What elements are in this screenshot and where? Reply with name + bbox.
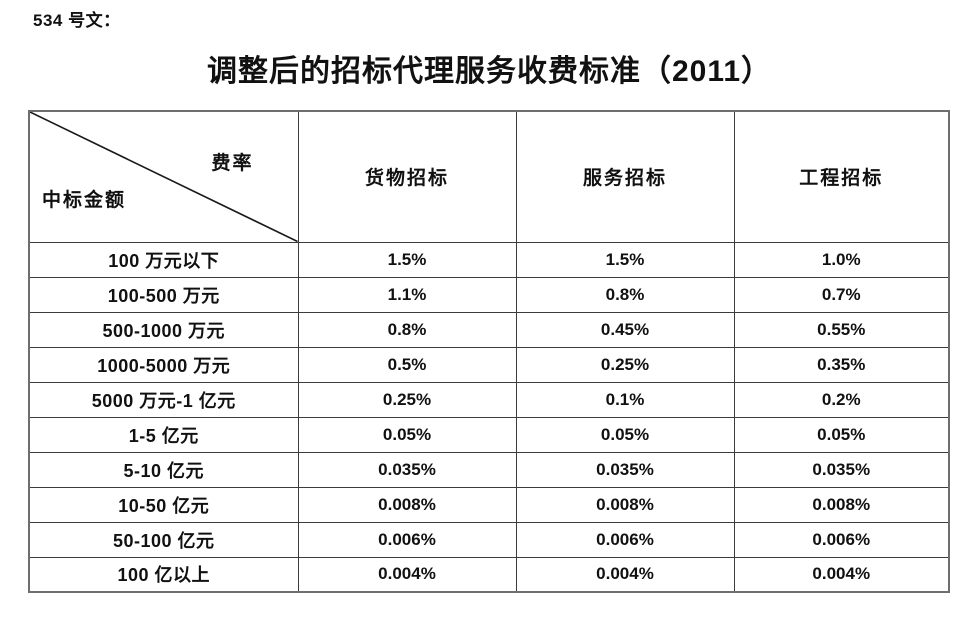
rate-value-engineering: 0.05% <box>733 416 950 453</box>
rate-value-services: 0.8% <box>515 276 735 313</box>
table-row: 10-50 亿元 0.008% 0.008% 0.008% <box>28 486 950 523</box>
column-header-goods: 货物招标 <box>297 110 517 243</box>
rate-value-goods: 0.004% <box>297 556 517 593</box>
row-label-amount-range: 5-10 亿元 <box>28 451 299 488</box>
rate-value-services: 0.008% <box>515 486 735 523</box>
rate-value-goods: 1.5% <box>297 241 517 278</box>
table-row: 100 亿以上 0.004% 0.004% 0.004% <box>28 556 950 593</box>
table-row: 50-100 亿元 0.006% 0.006% 0.006% <box>28 521 950 558</box>
rate-value-services: 0.05% <box>515 416 735 453</box>
rate-value-engineering: 0.55% <box>733 311 950 348</box>
row-label-amount-range: 100 万元以下 <box>28 241 299 278</box>
row-label-amount-range: 100 亿以上 <box>28 556 299 593</box>
rate-value-services: 0.25% <box>515 346 735 383</box>
diagonal-divider-line <box>30 112 298 242</box>
rate-value-services: 0.035% <box>515 451 735 488</box>
page-title: 调整后的招标代理服务收费标准（2011） <box>206 55 773 88</box>
rate-value-engineering: 0.004% <box>733 556 950 593</box>
rate-value-services: 0.004% <box>515 556 735 593</box>
row-label-amount-range: 50-100 亿元 <box>28 521 299 558</box>
table-row: 5-10 亿元 0.035% 0.035% 0.035% <box>28 451 950 488</box>
rate-value-engineering: 0.7% <box>733 276 950 313</box>
rate-value-goods: 1.1% <box>297 276 517 313</box>
rate-value-engineering: 0.035% <box>733 451 950 488</box>
rate-value-goods: 0.035% <box>297 451 517 488</box>
corner-label-bid-amount: 中标金额 <box>42 189 127 211</box>
rate-value-engineering: 0.2% <box>733 381 950 418</box>
table-row: 1-5 亿元 0.05% 0.05% 0.05% <box>28 416 950 453</box>
rate-value-goods: 0.5% <box>297 346 517 383</box>
table-header-row: 费率 中标金额 货物招标 服务招标 工程招标 <box>28 110 950 243</box>
rate-value-engineering: 1.0% <box>733 241 950 278</box>
rate-value-engineering: 0.006% <box>733 521 950 558</box>
rate-value-goods: 0.008% <box>297 486 517 523</box>
rate-value-services: 1.5% <box>515 241 735 278</box>
row-label-amount-range: 5000 万元-1 亿元 <box>28 381 299 418</box>
row-label-amount-range: 100-500 万元 <box>28 276 299 313</box>
row-label-amount-range: 1000-5000 万元 <box>28 346 299 383</box>
rate-value-services: 0.1% <box>515 381 735 418</box>
rate-value-goods: 0.05% <box>297 416 517 453</box>
row-label-amount-range: 10-50 亿元 <box>28 486 299 523</box>
table-row: 500-1000 万元 0.8% 0.45% 0.55% <box>28 311 950 348</box>
column-header-services: 服务招标 <box>515 110 735 243</box>
table-row: 100-500 万元 1.1% 0.8% 0.7% <box>28 276 950 313</box>
rate-value-services: 0.45% <box>515 311 735 348</box>
doc-number: 534 号文： <box>33 11 121 30</box>
fee-rate-table: 费率 中标金额 货物招标 服务招标 工程招标 100 万元以下 1.5% 1.5% 1.0… <box>28 110 950 593</box>
rate-value-goods: 0.25% <box>297 381 517 418</box>
table-row: 1000-5000 万元 0.5% 0.25% 0.35% <box>28 346 950 383</box>
table-body: 100 万元以下 1.5% 1.5% 1.0% 100-500 万元 1.1% 0.8% 0.… <box>28 241 950 593</box>
row-label-amount-range: 1-5 亿元 <box>28 416 299 453</box>
row-label-amount-range: 500-1000 万元 <box>28 311 299 348</box>
corner-label-rate: 费率 <box>211 153 254 174</box>
rate-value-goods: 0.006% <box>297 521 517 558</box>
column-header-engineering: 工程招标 <box>733 110 950 243</box>
rate-value-goods: 0.8% <box>297 311 517 348</box>
rate-value-engineering: 0.35% <box>733 346 950 383</box>
table-row: 100 万元以下 1.5% 1.5% 1.0% <box>28 241 950 278</box>
rate-value-engineering: 0.008% <box>733 486 950 523</box>
corner-cell: 费率 中标金额 <box>28 110 299 243</box>
table-row: 5000 万元-1 亿元 0.25% 0.1% 0.2% <box>28 381 950 418</box>
rate-value-services: 0.006% <box>515 521 735 558</box>
